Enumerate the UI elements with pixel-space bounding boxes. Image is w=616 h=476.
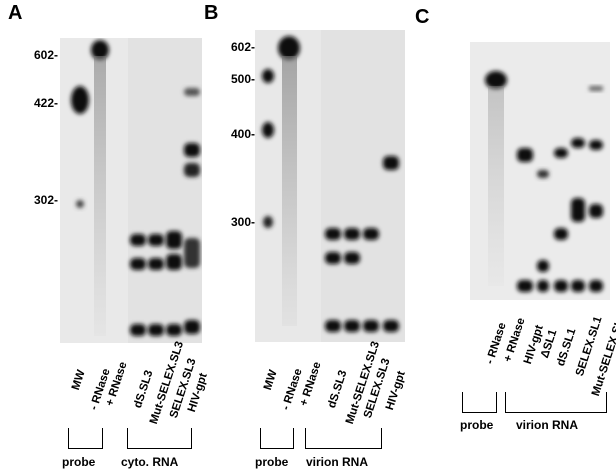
band (91, 40, 109, 60)
marker-602-a: 602- (33, 48, 58, 62)
gel-panel-a (60, 38, 202, 343)
band (537, 280, 549, 292)
probe-bracket (68, 428, 103, 449)
group-label-probe: probe (255, 455, 289, 469)
marker-300-b: 300- (230, 215, 255, 229)
band (344, 252, 360, 264)
lane-label: dS.SL3 (326, 368, 350, 410)
panel-a-letter: A (8, 2, 23, 24)
band (262, 69, 274, 83)
band (130, 234, 146, 246)
band (517, 148, 533, 162)
band (589, 140, 603, 150)
marker-602-b: 602- (230, 40, 255, 54)
lane-label: MW (262, 368, 280, 392)
group-label-cyto-rna: cyto. RNA (121, 455, 179, 469)
band (589, 204, 603, 218)
band (517, 280, 533, 292)
band (363, 228, 379, 240)
group-label-virion-rna: virion RNA (516, 418, 579, 432)
band (589, 86, 603, 91)
band (262, 122, 274, 138)
band (166, 231, 182, 249)
band (571, 280, 585, 292)
band (383, 320, 399, 332)
band (485, 71, 507, 89)
smear (94, 56, 106, 336)
band (71, 86, 89, 114)
band (278, 36, 300, 60)
band (148, 324, 164, 336)
marker-400-b: 400- (230, 127, 255, 141)
probe-bracket (260, 428, 294, 449)
band (383, 156, 399, 170)
virion-rna-bracket (305, 428, 382, 449)
lane-label: MW (70, 368, 88, 392)
band (148, 258, 164, 270)
band (554, 280, 568, 292)
lane-label: dS.SL3 (132, 368, 156, 410)
marker-500-b: 500- (230, 72, 255, 86)
band (184, 163, 200, 177)
marker-422-a: 422- (33, 96, 58, 110)
band (148, 234, 164, 246)
marker-302-a: 302- (33, 193, 58, 207)
panel-b-letter: B (204, 2, 219, 24)
band (537, 260, 549, 272)
gel-panel-b (255, 30, 405, 342)
band (184, 143, 200, 157)
band (166, 254, 182, 270)
band (554, 228, 568, 240)
band (571, 198, 585, 222)
smear (282, 56, 297, 326)
band (571, 138, 585, 148)
band (363, 320, 379, 332)
lane-label: + RNase (298, 360, 324, 408)
band (184, 320, 200, 334)
band (166, 324, 182, 336)
band (344, 228, 360, 240)
gel-panel-c (470, 42, 610, 300)
cyto-rna-bracket (127, 428, 192, 449)
band (184, 88, 200, 96)
band (589, 280, 603, 292)
band (130, 258, 146, 270)
probe-bracket (462, 392, 497, 413)
panel-c-letter: C (415, 6, 430, 28)
group-label-probe: probe (62, 455, 96, 469)
band (325, 228, 341, 240)
band (554, 148, 568, 158)
smear (488, 86, 504, 286)
band (76, 200, 84, 208)
group-label-virion-rna: virion RNA (306, 455, 369, 469)
band (130, 324, 146, 336)
band (325, 252, 341, 264)
band (263, 216, 273, 228)
virion-rna-bracket (505, 392, 607, 413)
band (184, 238, 200, 268)
band (537, 170, 549, 178)
band (325, 320, 341, 332)
band (344, 320, 360, 332)
group-label-probe: probe (460, 418, 494, 432)
